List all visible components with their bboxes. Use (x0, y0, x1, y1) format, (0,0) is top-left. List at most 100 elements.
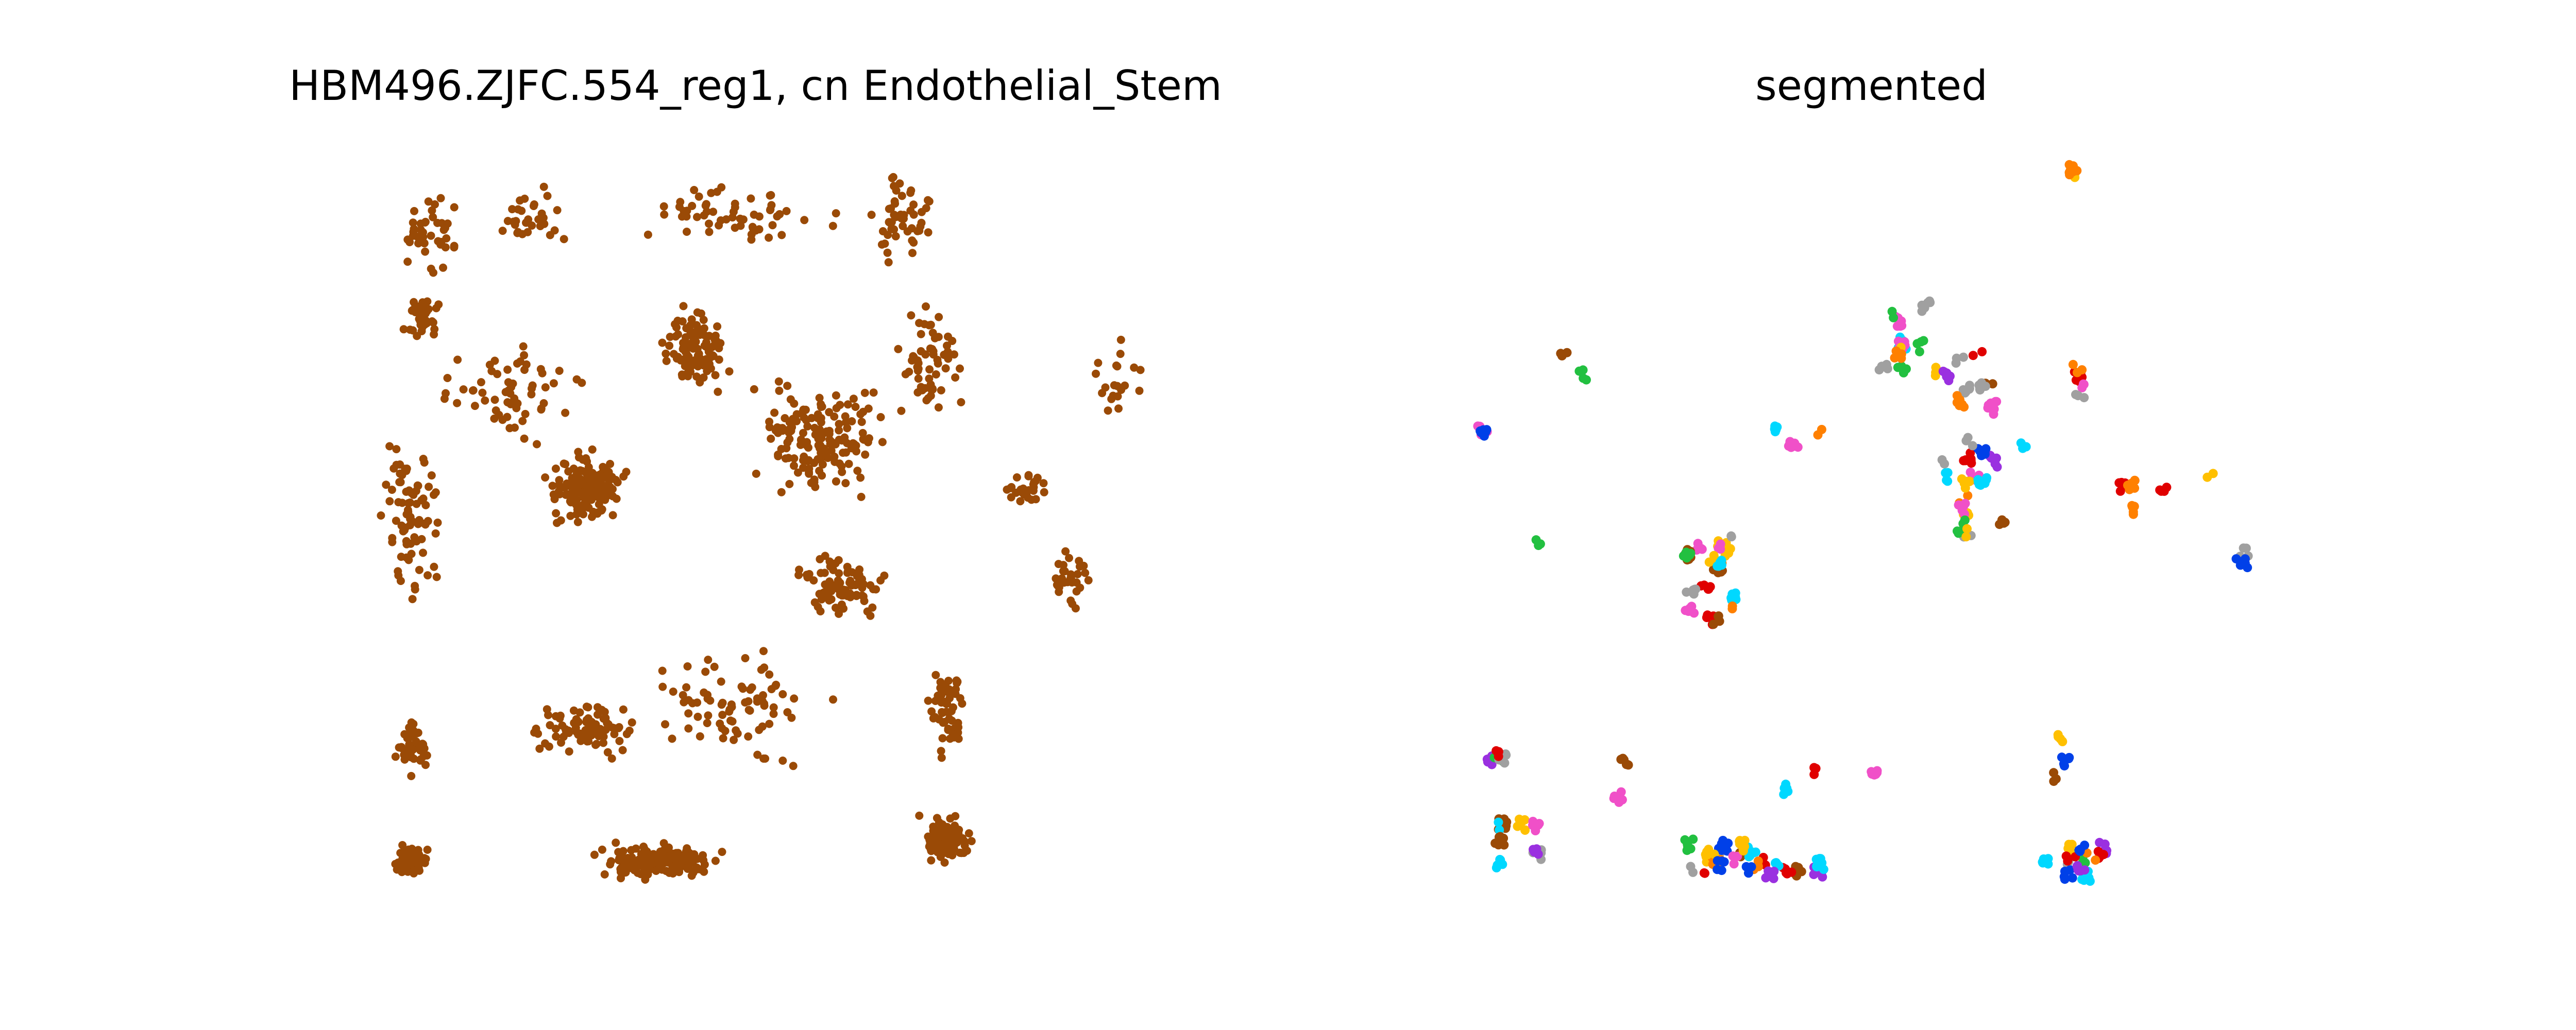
scatter-point (770, 408, 779, 417)
scatter-point (765, 417, 774, 426)
scatter-point (951, 812, 960, 820)
scatter-point (606, 860, 615, 869)
scatter-point (702, 342, 710, 351)
scatter-point (528, 384, 536, 393)
scatter-point (897, 406, 906, 415)
scatter-point (1104, 406, 1112, 415)
scatter-point (718, 848, 726, 856)
scatter-point (688, 201, 697, 210)
scatter-point (571, 724, 580, 732)
scatter-point (859, 592, 868, 601)
segmented-point (1733, 851, 1742, 861)
scatter-point (794, 571, 803, 579)
segmented-point (1749, 848, 1759, 857)
scatter-point (508, 205, 517, 214)
segmented-point (1960, 499, 1970, 508)
scatter-point (933, 814, 941, 822)
scatter-point (693, 712, 702, 721)
scatter-point (572, 375, 581, 384)
scatter-point (927, 844, 936, 853)
scatter-point (952, 676, 961, 685)
scatter-point (940, 717, 949, 726)
segmented-point (2130, 476, 2140, 486)
scatter-point (420, 458, 429, 467)
scatter-point (790, 694, 799, 703)
scatter-point (517, 207, 526, 215)
scatter-point (726, 716, 735, 725)
scatter-point (810, 423, 819, 432)
segmented-point (1814, 859, 1823, 869)
scatter-point (1071, 604, 1080, 613)
scatter-point (765, 670, 774, 679)
scatter-point (549, 379, 558, 388)
scatter-point (937, 747, 945, 756)
segmented-point (1535, 539, 1545, 549)
scatter-point (627, 846, 636, 854)
scatter-point (843, 439, 852, 448)
scatter-point (937, 753, 946, 762)
scatter-point (607, 473, 616, 482)
scatter-point (528, 221, 536, 230)
scatter-point (385, 497, 394, 506)
scatter-point (659, 202, 668, 211)
scatter-point (693, 213, 701, 221)
scatter-point (849, 394, 858, 403)
scatter-point (493, 370, 502, 379)
scatter-point (551, 725, 560, 733)
scatter-point (861, 450, 870, 459)
scatter-point (572, 510, 581, 519)
scatter-point (943, 341, 951, 350)
scatter-point (392, 445, 401, 454)
scatter-point (516, 196, 524, 205)
scatter-point (832, 391, 840, 400)
scatter-point (1040, 488, 1048, 496)
segmented-point (1953, 526, 1962, 536)
scatter-point (416, 756, 425, 765)
segmented-point (1691, 585, 1701, 594)
scatter-point (575, 729, 584, 738)
scatter-point (660, 210, 669, 219)
scatter-point (946, 826, 955, 834)
scatter-point (802, 416, 810, 424)
scatter-point (599, 739, 607, 747)
scatter-point (429, 213, 437, 221)
segmented-point (2068, 359, 2078, 369)
scatter-point (915, 227, 924, 235)
segmented-point (1968, 351, 1978, 360)
scatter-point (403, 258, 412, 266)
scatter-point (815, 590, 824, 598)
segmented-point (1709, 551, 1719, 560)
scatter-point (514, 228, 522, 236)
scatter-point (535, 744, 544, 753)
segmented-point (2239, 543, 2248, 553)
scatter-point (394, 567, 402, 576)
scatter-point (396, 469, 404, 478)
scatter-point (498, 227, 507, 235)
segmented-point (1715, 616, 1724, 626)
scatter-point (618, 746, 627, 754)
scatter-point (789, 762, 798, 770)
scatter-point (853, 467, 862, 475)
scatter-point (675, 202, 684, 211)
scatter-point (612, 494, 621, 503)
scatter-point (668, 849, 677, 858)
scatter-point (1109, 391, 1117, 400)
scatter-point (917, 330, 925, 338)
scatter-point (783, 382, 792, 390)
scatter-point (838, 468, 846, 476)
segmented-point (1813, 430, 1823, 440)
segmented-point (2061, 851, 2071, 861)
scatter-point (681, 362, 689, 370)
scatter-point (804, 456, 813, 465)
scatter-point (419, 303, 428, 312)
scatter-point (516, 357, 524, 366)
segmented-point (1685, 550, 1694, 560)
scatter-point (1016, 497, 1025, 506)
segmented-point (2085, 877, 2095, 886)
scatter-point (601, 714, 610, 723)
scatter-point (590, 491, 599, 499)
scatter-point (778, 690, 787, 698)
scatter-point (403, 734, 412, 743)
scatter-point (674, 863, 683, 871)
scatter-point (891, 232, 900, 241)
